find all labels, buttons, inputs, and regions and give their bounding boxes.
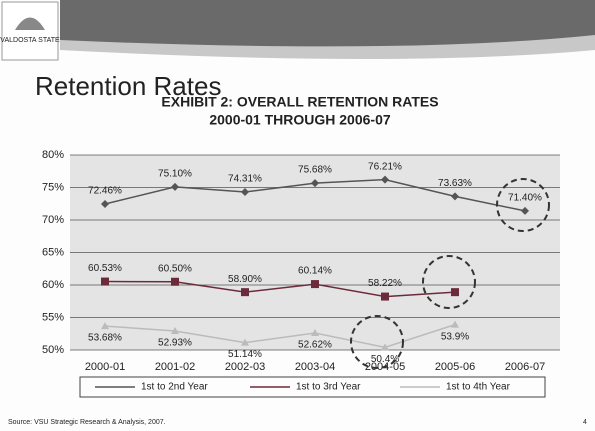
annotation-circle — [496, 178, 550, 232]
value-label: 71.40% — [508, 193, 542, 204]
value-label: 73.63% — [438, 178, 472, 189]
source: Source: VSU Strategic Research & Analysi… — [8, 419, 166, 426]
legend-box — [79, 376, 546, 398]
value-label: 75.10% — [158, 168, 192, 179]
y-tick-label: 65% — [42, 246, 64, 258]
chart-title: EXHIBIT 2: OVERALL RETENTION RATES — [161, 94, 438, 110]
x-tick-label: 2000-01 — [85, 361, 125, 373]
annotation-circle — [350, 315, 404, 369]
marker — [311, 280, 319, 289]
value-label: 72.46% — [88, 186, 122, 197]
x-tick-label: 2002-03 — [225, 361, 265, 373]
marker — [451, 192, 459, 201]
marker — [241, 288, 249, 297]
legend-label: 1st to 3rd Year — [296, 382, 361, 393]
y-tick-label: 60% — [42, 279, 64, 291]
marker — [451, 320, 459, 328]
annotation-circle — [422, 255, 476, 309]
value-label: 50.4% — [371, 354, 399, 365]
marker — [451, 288, 459, 297]
value-label: 51.14% — [228, 349, 262, 360]
marker — [171, 326, 179, 334]
marker — [171, 182, 179, 191]
marker — [311, 179, 319, 188]
y-tick-label: 55% — [42, 311, 64, 323]
chart-subtitle: 2000-01 THROUGH 2006-07 — [209, 112, 391, 128]
header-stripe — [60, 35, 595, 59]
slide-title: Retention Rates — [35, 71, 221, 101]
value-label: 60.53% — [88, 263, 122, 274]
value-label: 58.22% — [368, 278, 402, 289]
series-line — [104, 323, 456, 349]
legend-label: 1st to 4th Year — [446, 382, 511, 393]
marker — [521, 206, 529, 215]
value-label: 53.9% — [441, 331, 469, 342]
value-label: 52.93% — [158, 338, 192, 349]
value-label: 60.50% — [158, 263, 192, 274]
logo-dome — [15, 17, 45, 30]
marker — [381, 292, 389, 301]
marker — [241, 338, 249, 346]
series-line — [104, 280, 456, 298]
logo-text: VALDOSTA STATE — [0, 37, 60, 44]
y-tick-label: 75% — [42, 181, 64, 193]
marker — [311, 328, 319, 336]
value-label: 52.62% — [298, 340, 332, 351]
value-label: 74.31% — [228, 174, 262, 185]
page-number: 4 — [583, 419, 587, 426]
marker — [101, 277, 109, 286]
marker — [381, 175, 389, 184]
x-tick-label: 2001-02 — [155, 361, 195, 373]
value-label: 76.21% — [368, 161, 402, 172]
x-tick-label: 2003-04 — [295, 361, 335, 373]
y-tick-label: 80% — [42, 149, 64, 161]
value-label: 58.90% — [228, 274, 262, 285]
value-label: 53.68% — [88, 333, 122, 344]
header-band — [60, 0, 595, 52]
marker — [101, 200, 109, 209]
y-tick-label: 70% — [42, 214, 64, 226]
marker — [381, 343, 389, 351]
x-tick-label: 2006-07 — [505, 361, 545, 373]
marker — [171, 277, 179, 286]
legend-label: 1st to 2nd Year — [141, 382, 208, 393]
logo-box — [1, 1, 59, 61]
marker — [241, 187, 249, 196]
value-label: 60.14% — [298, 266, 332, 277]
value-label: 75.68% — [298, 165, 332, 176]
x-tick-label: 2005-06 — [435, 361, 475, 373]
y-tick-label: 50% — [42, 344, 64, 356]
marker — [101, 322, 109, 330]
